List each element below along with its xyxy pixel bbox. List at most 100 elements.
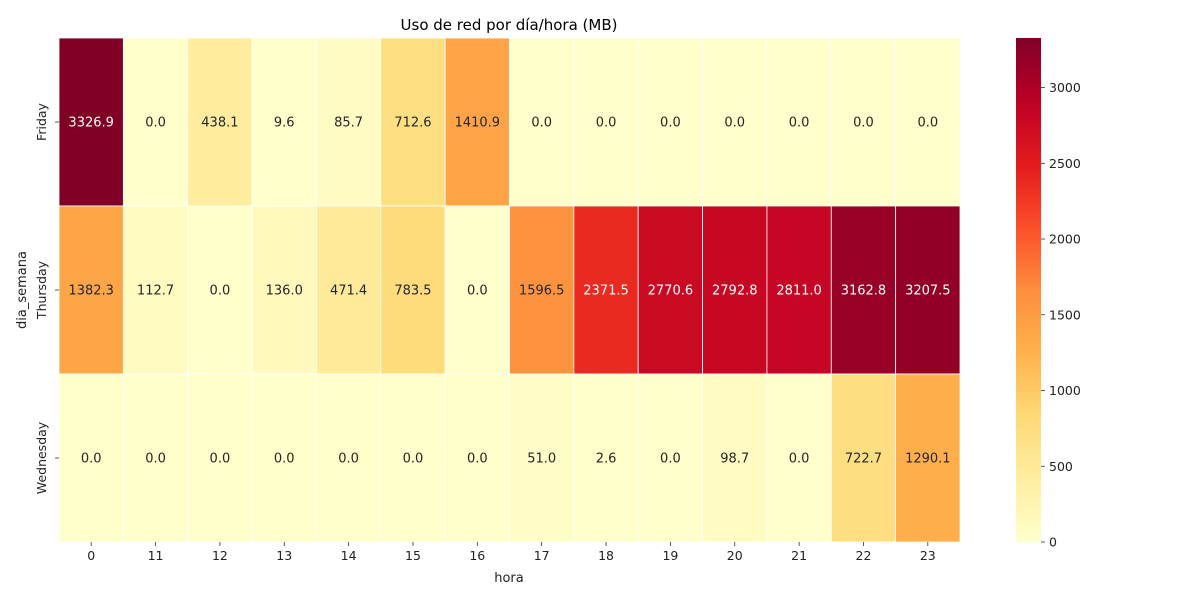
cell-value-label: 2371.5 [583, 284, 629, 299]
cell-value-label: 712.6 [394, 116, 431, 131]
x-tick-label: 0 [87, 548, 95, 563]
y-tick-label: Thursday [34, 260, 49, 320]
heatmap-cell [895, 373, 961, 543]
heatmap-cell [766, 373, 832, 543]
cell-value-label: 2770.6 [648, 284, 694, 299]
heatmap-cell [573, 373, 639, 543]
heatmap-cell [187, 37, 253, 207]
x-tick-label: 22 [856, 548, 872, 563]
x-tick-label: 13 [276, 548, 292, 563]
x-tick-label: 19 [662, 548, 678, 563]
cell-value-label: 0.0 [789, 116, 810, 131]
y-tick-label: Friday [34, 102, 49, 140]
colorbar-tick-label: 0 [1049, 535, 1057, 550]
heatmap-cell [58, 205, 124, 375]
x-tick-label: 18 [598, 548, 614, 563]
cell-value-label: 0.0 [145, 452, 166, 467]
heatmap-cell [316, 37, 382, 207]
cell-value-label: 1382.3 [68, 284, 114, 299]
cell-value-label: 1596.5 [519, 284, 565, 299]
cell-value-label: 0.0 [596, 116, 617, 131]
heatmap-cells: 3326.9 0.0 438.1 9.6 85.7 712.6 1410.9 0.0 0.0 0.… [58, 37, 961, 543]
heatmap-cell [251, 37, 317, 207]
heatmap-cell [122, 37, 189, 207]
cell-value-label: 1410.9 [455, 116, 501, 131]
cell-value-label: 98.7 [720, 452, 749, 467]
colorbar-tick-label: 3000 [1049, 80, 1081, 95]
y-axis-ticks: Friday Thursday Wednesday [34, 102, 59, 494]
cell-value-label: 471.4 [330, 284, 367, 299]
cell-value-label: 0.0 [274, 452, 295, 467]
cell-value-label: 9.6 [274, 116, 295, 131]
cell-value-label: 3207.5 [905, 284, 951, 299]
heatmap-cell [830, 37, 897, 207]
heatmap-cell [637, 37, 703, 207]
heatmap-cell [509, 205, 575, 375]
cell-value-label: 2792.8 [712, 284, 758, 299]
heatmap-cell [444, 205, 510, 375]
colorbar-tick-label: 1500 [1049, 307, 1081, 322]
colorbar-tick-label: 500 [1049, 459, 1073, 474]
cell-value-label: 0.0 [531, 116, 552, 131]
cell-value-label: 0.0 [403, 452, 424, 467]
heatmap-cell [187, 373, 253, 543]
cell-value-label: 136.0 [266, 284, 303, 299]
x-tick-label: 14 [341, 548, 357, 563]
heatmap-cell [830, 205, 897, 375]
x-tick-label: 23 [920, 548, 936, 563]
heatmap-cell [316, 205, 382, 375]
colorbar-tick-label: 2500 [1049, 156, 1081, 171]
heatmap-cell [251, 205, 317, 375]
cell-value-label: 3326.9 [68, 116, 114, 131]
cell-value-label: 0.0 [210, 452, 231, 467]
cell-value-label: 85.7 [334, 116, 363, 131]
x-tick-label: 16 [469, 548, 485, 563]
heatmap-cell [766, 37, 832, 207]
heatmap-cell [702, 373, 768, 543]
x-axis-label: hora [494, 571, 524, 586]
heatmap-cell [509, 373, 575, 543]
cell-value-label: 1290.1 [905, 452, 951, 467]
colorbar-tick-label: 1000 [1049, 383, 1081, 398]
colorbar-gradient [1016, 38, 1041, 542]
cell-value-label: 0.0 [724, 116, 745, 131]
x-tick-label: 21 [791, 548, 807, 563]
x-tick-label: 20 [727, 548, 743, 563]
cell-value-label: 0.0 [853, 116, 874, 131]
cell-value-label: 2.6 [596, 452, 617, 467]
heatmap-cell [637, 373, 703, 543]
colorbar: 0 500 1000 1500 2000 2500 3000 [1016, 38, 1081, 550]
heatmap-cell [58, 37, 124, 207]
cell-value-label: 3162.8 [841, 284, 887, 299]
heatmap-cell [187, 205, 253, 375]
cell-value-label: 0.0 [81, 452, 102, 467]
heatmap-cell [509, 37, 575, 207]
cell-value-label: 0.0 [917, 116, 938, 131]
cell-value-label: 783.5 [394, 284, 431, 299]
cell-value-label: 0.0 [145, 116, 166, 131]
x-tick-label: 15 [405, 548, 421, 563]
heatmap-cell [573, 205, 639, 375]
cell-value-label: 722.7 [845, 452, 882, 467]
cell-value-label: 0.0 [660, 452, 681, 467]
y-axis-label: dia_semana [15, 251, 30, 329]
cell-value-label: 0.0 [789, 452, 810, 467]
heatmap-cell [380, 205, 446, 375]
cell-value-label: 0.0 [338, 452, 359, 467]
colorbar-tick-label: 2000 [1049, 232, 1081, 247]
heatmap-cell [122, 205, 189, 375]
x-tick-label: 17 [534, 548, 550, 563]
heatmap-cell [380, 37, 446, 207]
x-tick-label: 12 [212, 548, 228, 563]
cell-value-label: 0.0 [467, 452, 488, 467]
cell-value-label: 0.0 [467, 284, 488, 299]
cell-value-label: 2811.0 [776, 284, 822, 299]
x-axis-ticks: 0 11 12 13 14 15 16 17 18 19 20 21 22 23 [87, 542, 936, 563]
y-tick-label: Wednesday [34, 421, 49, 494]
cell-value-label: 438.1 [201, 116, 238, 131]
cell-value-label: 112.7 [137, 284, 174, 299]
cell-value-label: 0.0 [660, 116, 681, 131]
x-tick-label: 11 [148, 548, 164, 563]
cell-value-label: 0.0 [210, 284, 231, 299]
